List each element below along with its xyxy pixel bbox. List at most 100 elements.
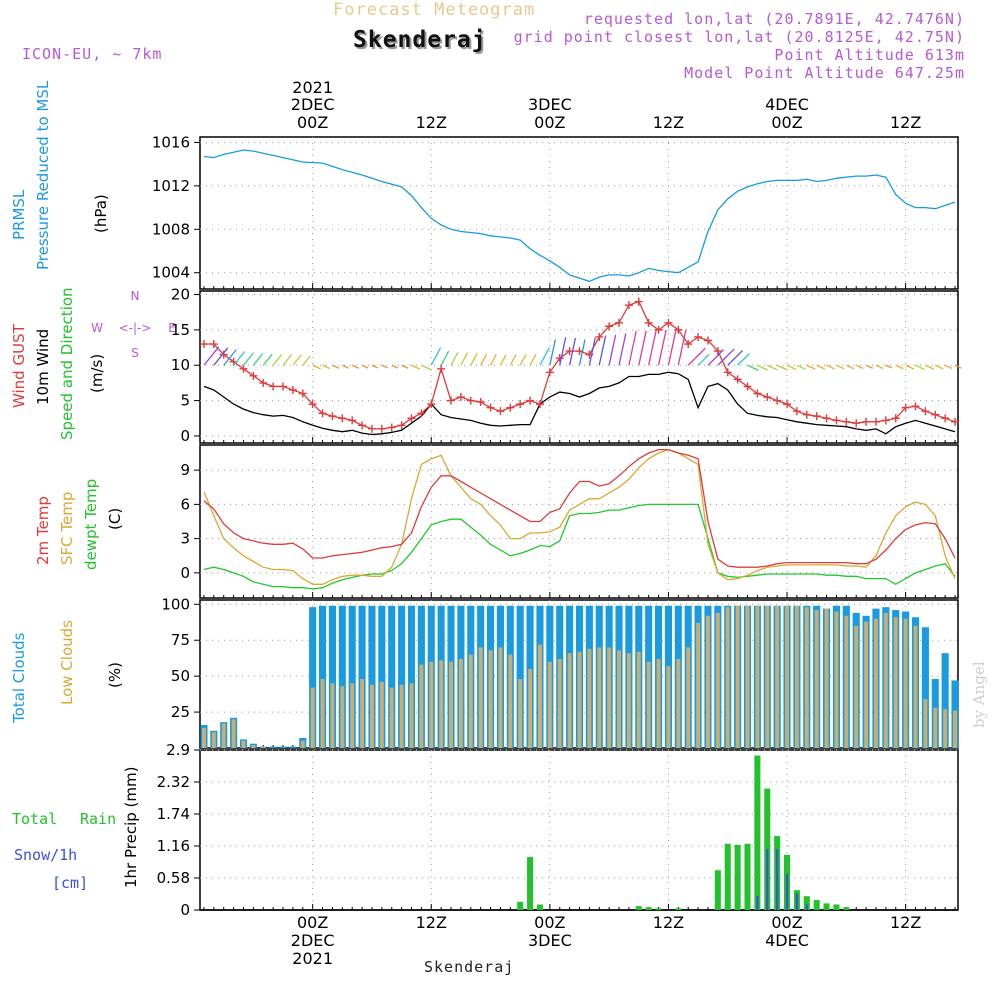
low-cloud-bar <box>449 661 453 748</box>
total-cloud-bar <box>921 627 929 748</box>
gust-marker <box>901 403 910 412</box>
low-cloud-bar <box>755 605 760 748</box>
gust-marker <box>486 403 495 412</box>
bottom-time-label: 3DEC <box>528 931 572 950</box>
rain-bar <box>823 903 830 910</box>
low-cloud-bar <box>626 653 631 748</box>
temp-2m-series <box>203 448 956 568</box>
snow-bar <box>805 904 808 910</box>
dewpt-temp-series <box>203 503 956 590</box>
gust-marker <box>783 400 792 409</box>
wind-direction-arrow <box>925 364 935 370</box>
y-tick-label: 75 <box>171 631 190 649</box>
bottom-time-label: 12Z <box>890 913 921 932</box>
pressure-series <box>203 149 956 283</box>
wind-direction-arrow <box>638 330 647 366</box>
gust-marker <box>634 297 643 306</box>
gust-marker <box>773 396 782 405</box>
low-cloud-bar <box>528 668 533 748</box>
y-tick-label: 0 <box>180 564 190 582</box>
low-cloud-bar <box>458 658 463 748</box>
wind-direction-arrow <box>846 364 855 370</box>
wind-direction-arrow <box>806 364 816 370</box>
compass-west: W <box>91 321 103 335</box>
rain-bar <box>536 904 543 910</box>
rain-bar <box>803 896 810 910</box>
wind-direction-arrow <box>351 364 360 369</box>
panel-frame <box>199 136 959 290</box>
wind-direction-arrow <box>757 364 768 371</box>
wind-direction-arrow <box>954 364 962 369</box>
low-cloud-bar <box>211 732 216 748</box>
gust-marker <box>456 393 465 402</box>
wind-direction-arrow <box>766 364 778 371</box>
gust-marker <box>407 414 416 423</box>
low-cloud-bar <box>953 710 957 748</box>
y-tick-label: 0.58 <box>157 869 190 887</box>
low-cloud-bar <box>567 653 572 748</box>
wind-direction-arrow <box>519 354 527 366</box>
gust-marker <box>763 393 772 402</box>
low-cloud-bar <box>518 679 523 748</box>
compass-south: S <box>131 346 139 360</box>
low-cloud-bar <box>735 605 740 748</box>
y-tick-label: 50 <box>171 667 190 685</box>
top-time-label: 2DEC <box>291 95 335 114</box>
low-cloud-bar <box>834 611 839 748</box>
gust-marker <box>644 318 653 327</box>
wind-direction-arrow <box>559 337 567 366</box>
low-cloud-bar <box>538 644 542 748</box>
gust-marker <box>249 371 258 380</box>
wind-direction-arrow <box>371 364 378 369</box>
rain-bar <box>813 900 820 910</box>
wind-direction-arrow <box>292 354 302 366</box>
y-tick-label: 1.16 <box>157 837 190 855</box>
low-cloud-bar <box>557 658 562 748</box>
gust-marker <box>703 336 712 345</box>
total-cloud-bar <box>388 605 396 748</box>
wind-direction-arrow <box>509 354 517 366</box>
sfc-temp-series <box>203 448 956 585</box>
gust-marker <box>209 340 218 349</box>
low-cloud-bar <box>587 648 592 748</box>
wind-direction-arrow <box>233 351 246 366</box>
y-tick-label: 1016 <box>152 133 190 151</box>
gust-marker <box>802 410 811 419</box>
y-tick-label: 15 <box>171 321 190 339</box>
low-cloud-bar <box>933 707 938 748</box>
gust-marker <box>535 400 544 409</box>
total-cloud-bar <box>368 605 376 748</box>
gust-marker <box>951 417 960 426</box>
y-tick-label: 2.9 <box>166 741 190 759</box>
low-cloud-bar <box>300 740 305 748</box>
low-cloud-bar <box>824 608 829 748</box>
wind-direction-arrow <box>470 352 478 366</box>
low-cloud-bar <box>706 615 710 748</box>
top-time-label: 00Z <box>534 113 565 132</box>
low-cloud-bar <box>350 683 355 748</box>
wind-direction-arrow <box>203 346 220 366</box>
low-cloud-bar <box>656 658 661 748</box>
wind-direction-arrow <box>618 333 627 366</box>
low-cloud-bar <box>370 684 374 748</box>
rain-bar <box>764 788 771 910</box>
low-cloud-bar <box>488 650 493 748</box>
rain-bar <box>744 843 751 910</box>
wind-direction-arrow <box>242 352 255 366</box>
compass-arrows: <-|-> <box>119 321 152 335</box>
wind-direction-arrow <box>381 364 388 369</box>
wind-direction-arrow <box>895 364 904 370</box>
panel-frame <box>199 749 959 911</box>
footer-location: Skenderaj <box>424 958 515 976</box>
low-cloud-bar <box>607 647 612 748</box>
rain-bar <box>645 907 652 910</box>
top-year-label: 2021 <box>292 78 333 97</box>
wind-direction-arrow <box>578 339 586 366</box>
wind-direction-arrow <box>598 335 607 366</box>
wind-direction-arrow <box>450 351 459 366</box>
gust-marker <box>447 396 456 405</box>
low-cloud-bar <box>646 661 651 748</box>
compass-north: N <box>131 289 140 303</box>
y-tick-label: 5 <box>180 392 190 410</box>
